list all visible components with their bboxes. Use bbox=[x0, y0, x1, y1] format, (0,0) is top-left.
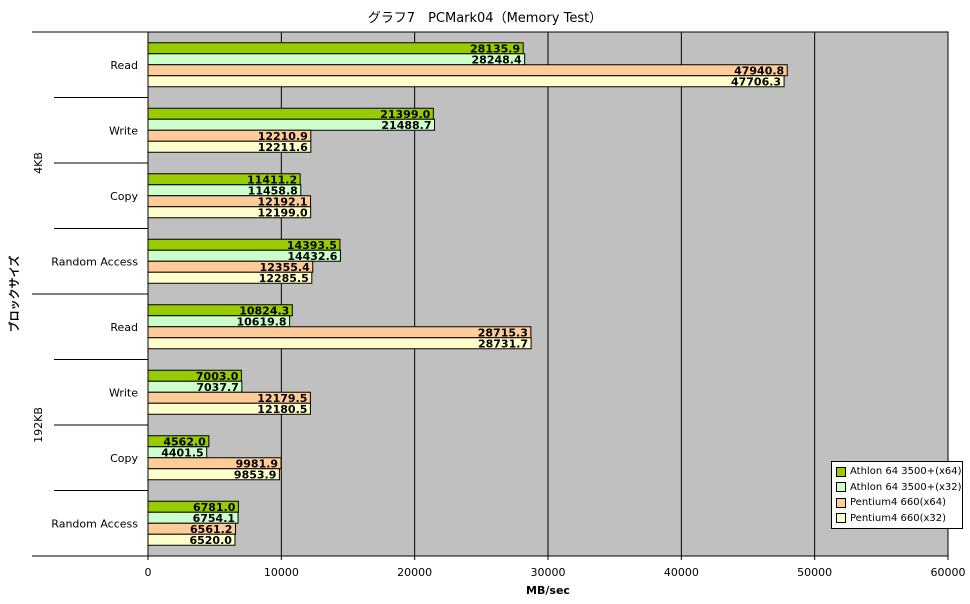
bar-value-label: 12199.0 bbox=[258, 206, 308, 219]
bar bbox=[147, 337, 532, 350]
bar-value-label: 9981.9 bbox=[236, 457, 278, 470]
legend-swatch bbox=[836, 482, 846, 493]
legend-item-athlon-x32: Athlon 64 3500+(x32) bbox=[836, 480, 962, 496]
legend-label: Athlon 64 3500+(x64) bbox=[850, 466, 962, 478]
legend-label: Pentium4 660(x32) bbox=[850, 512, 947, 524]
bar bbox=[147, 64, 788, 77]
x-tick-label: 50000 bbox=[797, 566, 832, 579]
bar-value-label: 12179.5 bbox=[257, 392, 307, 405]
bar-value-label: 14393.5 bbox=[287, 239, 337, 252]
bar-value-label: 21399.0 bbox=[380, 108, 430, 121]
bar-value-label: 12192.1 bbox=[257, 195, 307, 208]
chart-legend: Athlon 64 3500+(x64) Athlon 64 3500+(x32… bbox=[831, 461, 963, 529]
x-tick-label: 10000 bbox=[264, 566, 299, 579]
legend-label: Pentium4 660(x64) bbox=[850, 497, 947, 509]
bar-value-label: 10619.8 bbox=[236, 315, 286, 328]
bar bbox=[147, 271, 313, 284]
bar bbox=[147, 75, 785, 88]
bar-value-label: 47706.3 bbox=[731, 75, 781, 88]
bar-value-label: 7003.0 bbox=[196, 370, 239, 383]
bar-value-label: 6754.1 bbox=[193, 512, 235, 525]
x-tick-label: 60000 bbox=[931, 566, 966, 579]
bar bbox=[147, 206, 312, 219]
bar-value-label: 6781.0 bbox=[193, 501, 236, 514]
x-tick-label: 0 bbox=[145, 566, 152, 579]
bar-value-label: 11458.8 bbox=[248, 184, 298, 197]
bar-value-label: 6561.2 bbox=[190, 523, 232, 536]
x-tick-label: 30000 bbox=[531, 566, 566, 579]
x-tick-label: 20000 bbox=[397, 566, 432, 579]
x-axis-title: MB/sec bbox=[526, 584, 570, 597]
bar-value-label: 14432.6 bbox=[287, 250, 337, 263]
axes: 0 10000 20000 30000 40000 50000 60000 Read Write… bbox=[32, 31, 966, 579]
bar-value-label: 4401.5 bbox=[161, 446, 203, 459]
bar-value-label: 12210.9 bbox=[258, 130, 308, 143]
bar-value-label: 12180.5 bbox=[257, 403, 307, 416]
bar-value-label: 10824.3 bbox=[239, 304, 289, 317]
legend-item-athlon-x64: Athlon 64 3500+(x64) bbox=[836, 464, 962, 480]
legend-label: Athlon 64 3500+(x32) bbox=[850, 481, 962, 493]
bar-value-label: 28731.7 bbox=[478, 337, 528, 350]
bar bbox=[147, 42, 524, 55]
bar-value-label: 28135.9 bbox=[470, 42, 520, 55]
bar-value-label: 6520.0 bbox=[189, 534, 232, 547]
category-label: Read bbox=[110, 321, 138, 334]
bar-value-label: 11411.2 bbox=[247, 173, 297, 186]
bar-value-label: 47940.8 bbox=[734, 64, 784, 77]
y-axis-title: ブロックサイズ bbox=[7, 256, 21, 333]
legend-item-pentium-x64: Pentium4 660(x64) bbox=[836, 495, 958, 511]
bar-value-label: 21488.7 bbox=[381, 119, 431, 132]
group-label: 192KB bbox=[32, 407, 45, 443]
bar-value-label: 12355.4 bbox=[260, 261, 310, 274]
category-label: Copy bbox=[110, 452, 138, 465]
group-label: 4KB bbox=[32, 152, 45, 174]
legend-swatch bbox=[836, 497, 846, 508]
x-tick-label: 40000 bbox=[664, 566, 699, 579]
bar bbox=[147, 402, 311, 415]
legend-swatch bbox=[836, 513, 846, 524]
bar-value-label: 7037.7 bbox=[196, 381, 238, 394]
bar-value-label: 28248.4 bbox=[472, 53, 522, 66]
bar-value-label: 9853.9 bbox=[234, 468, 276, 481]
bar bbox=[147, 140, 312, 153]
bar bbox=[147, 53, 526, 66]
category-label: Write bbox=[109, 386, 138, 399]
bar bbox=[147, 533, 236, 546]
bar-value-label: 28715.3 bbox=[478, 326, 528, 339]
category-label: Read bbox=[110, 59, 138, 72]
bar-value-label: 12285.5 bbox=[259, 272, 309, 285]
legend-swatch bbox=[836, 466, 846, 477]
legend-item-pentium-x32: Pentium4 660(x32) bbox=[836, 511, 958, 527]
bar bbox=[147, 468, 280, 481]
bar bbox=[147, 326, 532, 339]
category-label: Write bbox=[109, 124, 138, 137]
chart-title: グラフ7 PCMark04（Memory Test） bbox=[368, 11, 602, 26]
bar-value-label: 4562.0 bbox=[163, 435, 206, 448]
category-label: Random Access bbox=[51, 255, 138, 268]
bar-value-label: 12211.6 bbox=[258, 141, 308, 154]
category-label: Copy bbox=[110, 190, 138, 203]
category-label: Random Access bbox=[51, 517, 138, 530]
